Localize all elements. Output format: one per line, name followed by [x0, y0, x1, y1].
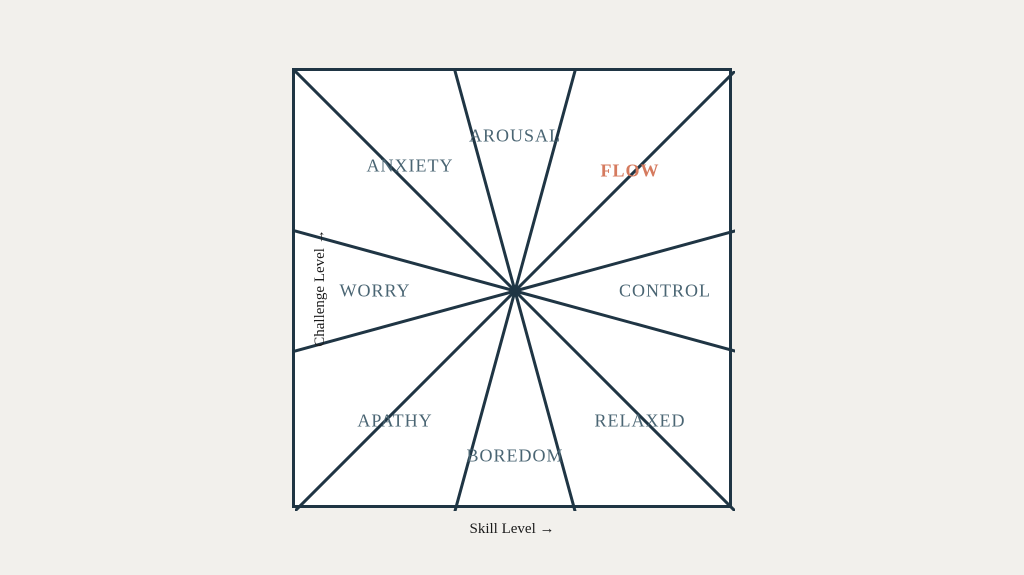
sector-label-relaxed: RELAXED — [595, 410, 686, 431]
sector-label-apathy: APATHY — [357, 410, 432, 431]
sector-label-anxiety: ANXIETY — [367, 155, 454, 176]
x-axis-label: Skill Level → — [470, 521, 555, 538]
flow-diagram-box: AROUSAL FLOW CONTROL RELAXED BOREDOM APATHY WO… — [292, 68, 732, 508]
y-axis-label: Challenge Level → — [312, 229, 329, 346]
sector-label-boredom: BOREDOM — [466, 445, 563, 466]
flow-diagram-container: AROUSAL FLOW CONTROL RELAXED BOREDOM APATHY WO… — [292, 68, 732, 508]
sector-label-arousal: AROUSAL — [469, 125, 561, 146]
sector-label-control: CONTROL — [619, 280, 711, 301]
sector-label-worry: WORRY — [339, 280, 410, 301]
sector-label-flow: FLOW — [600, 160, 659, 181]
